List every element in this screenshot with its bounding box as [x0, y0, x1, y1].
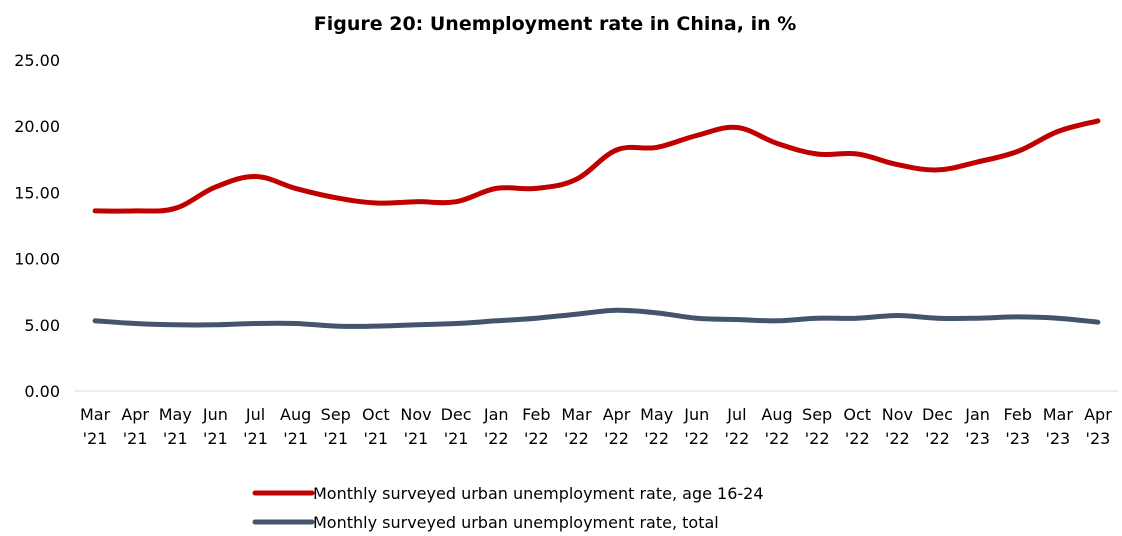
series-line-0	[92, 118, 1101, 214]
x-tick-year: '21	[323, 429, 348, 448]
x-tick-month: Nov	[882, 405, 913, 424]
x-tick-year: '21	[283, 429, 308, 448]
x-tick-year: '21	[404, 429, 429, 448]
y-tick-label: 0.00	[24, 382, 60, 401]
x-tick-month: Jul	[726, 405, 746, 424]
x-tick-year: '21	[163, 429, 188, 448]
x-tick-month: Apr	[121, 405, 149, 424]
x-tick-month: May	[640, 405, 673, 424]
series-line-1	[92, 307, 1101, 329]
y-axis: 0.00 5.00 10.00 15.00 20.00 25.00	[14, 51, 60, 401]
y-tick-label: 5.00	[24, 316, 60, 335]
x-tick-year: '21	[123, 429, 148, 448]
x-tick-month: Aug	[280, 405, 311, 424]
x-tick-year: '22	[845, 429, 870, 448]
y-tick-label: 20.00	[14, 117, 60, 136]
x-tick-month: Dec	[922, 405, 953, 424]
x-axis: Mar '21 Apr '21 May '21 Jun '21 Jul '21 Aug '21 Sep '…	[80, 405, 1112, 448]
y-tick-label: 15.00	[14, 183, 60, 202]
x-tick-year: '21	[203, 429, 228, 448]
x-tick-year: '22	[564, 429, 589, 448]
x-tick-year: '22	[604, 429, 629, 448]
x-tick-month: Mar	[80, 405, 111, 424]
x-tick-month: Mar	[561, 405, 592, 424]
x-tick-year: '22	[684, 429, 709, 448]
x-tick-year: '21	[363, 429, 388, 448]
x-tick-month: Jan	[964, 405, 990, 424]
legend-label-1: Monthly surveyed urban unemployment rate…	[313, 513, 719, 532]
x-tick-year: '21	[83, 429, 108, 448]
x-tick-month: Apr	[1084, 405, 1112, 424]
x-tick-year: '22	[484, 429, 509, 448]
x-tick-year: '22	[725, 429, 750, 448]
x-tick-year: '22	[885, 429, 910, 448]
y-tick-label: 10.00	[14, 250, 60, 269]
x-tick-month: Mar	[1043, 405, 1074, 424]
x-tick-year: '23	[1045, 429, 1070, 448]
x-tick-month: Sep	[802, 405, 832, 424]
x-tick-year: '22	[805, 429, 830, 448]
series-group	[92, 118, 1101, 329]
x-tick-year: '22	[524, 429, 549, 448]
x-tick-year: '23	[1005, 429, 1030, 448]
chart-title: Figure 20: Unemployment rate in China, i…	[314, 13, 797, 35]
x-tick-month: Jun	[683, 405, 709, 424]
x-tick-year: '22	[644, 429, 669, 448]
legend: Monthly surveyed urban unemployment rate…	[252, 484, 764, 532]
x-tick-month: Nov	[400, 405, 431, 424]
y-tick-label: 25.00	[14, 51, 60, 70]
x-tick-month: Jan	[483, 405, 509, 424]
x-tick-month: Feb	[522, 405, 550, 424]
legend-label-0: Monthly surveyed urban unemployment rate…	[313, 484, 764, 503]
x-tick-month: Jul	[245, 405, 265, 424]
x-tick-year: '21	[243, 429, 268, 448]
x-tick-month: May	[159, 405, 192, 424]
x-tick-month: Feb	[1004, 405, 1032, 424]
x-tick-month: Sep	[321, 405, 351, 424]
x-tick-month: Oct	[362, 405, 390, 424]
x-tick-year: '23	[1086, 429, 1111, 448]
x-tick-month: Apr	[603, 405, 631, 424]
x-tick-month: Dec	[441, 405, 472, 424]
x-tick-month: Aug	[761, 405, 792, 424]
x-tick-year: '21	[444, 429, 469, 448]
x-tick-year: '22	[765, 429, 790, 448]
x-tick-month: Jun	[202, 405, 228, 424]
x-tick-year: '22	[925, 429, 950, 448]
x-tick-month: Oct	[843, 405, 871, 424]
x-tick-year: '23	[965, 429, 990, 448]
